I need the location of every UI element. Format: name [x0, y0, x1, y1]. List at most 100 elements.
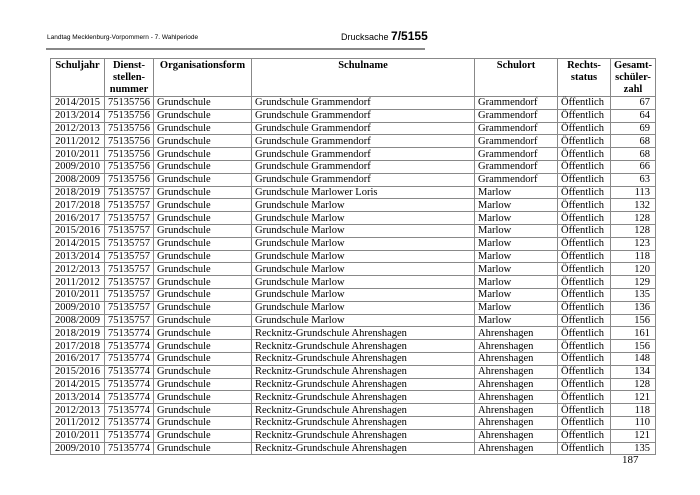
cell-organisationsform: Grundschule — [153, 377, 252, 392]
table-row: 2012/2013 75135774 Grundschule Recknitz-Gru… — [50, 403, 656, 417]
table-row: 2011/2012 75135756 Grundschule Grundschule … — [50, 134, 656, 149]
column-header-gesamtschuelerzahl: Gesamt-schüler-zahl — [610, 58, 656, 97]
drucksache-number: 7/5155 — [391, 29, 428, 43]
table-row: 2012/2013 75135757 Grundschule Grundschule … — [50, 262, 656, 277]
table-row: 2010/2011 75135774 Grundschule Recknitz-Gru… — [50, 428, 656, 443]
table-row: 2016/2017 75135774 Grundschule Recknitz-Gru… — [50, 351, 656, 366]
cell-dienststellennummer: 75135756 — [104, 147, 154, 161]
table-row: 2009/2010 75135756 Grundschule Grundschule … — [50, 159, 656, 174]
cell-dienststellennummer: 75135774 — [104, 390, 154, 405]
cell-organisationsform: Grundschule — [153, 121, 252, 136]
cell-dienststellennummer: 75135757 — [104, 275, 154, 289]
cell-rechtsstatus: Öffentlich — [557, 198, 611, 213]
cell-schuljahr: 2010/2011 — [50, 428, 105, 443]
cell-organisationsform: Grundschule — [153, 223, 252, 238]
table-row: 2014/2015 75135757 Grundschule Grundschule … — [50, 236, 656, 251]
header-rule — [46, 48, 425, 50]
cell-dienststellennummer: 75135756 — [104, 134, 154, 149]
table-row: 2017/2018 75135774 Grundschule Recknitz-Gru… — [50, 339, 656, 353]
cell-schuljahr: 2014/2015 — [50, 236, 105, 251]
cell-gesamtschuelerzahl: 66 — [610, 159, 656, 174]
cell-schulname: Grundschule Marlow — [251, 211, 475, 225]
cell-dienststellennummer: 75135757 — [104, 287, 154, 302]
cell-schulname: Grundschule Grammendorf — [251, 147, 475, 161]
cell-gesamtschuelerzahl: 68 — [610, 147, 656, 161]
cell-gesamtschuelerzahl: 129 — [610, 275, 656, 289]
cell-rechtsstatus: Öffentlich — [557, 262, 611, 277]
cell-schulort: Ahrenshagen — [474, 326, 558, 341]
cell-schulort: Grammendorf — [474, 159, 558, 174]
cell-dienststellennummer: 75135756 — [104, 96, 154, 110]
column-header-rechtsstatus: Rechts-status — [557, 58, 611, 97]
cell-organisationsform: Grundschule — [153, 172, 252, 187]
cell-schuljahr: 2009/2010 — [50, 300, 105, 315]
table-row: 2010/2011 75135757 Grundschule Grundschule … — [50, 287, 656, 302]
cell-dienststellennummer: 75135757 — [104, 185, 154, 200]
cell-organisationsform: Grundschule — [153, 313, 252, 328]
cell-schulort: Marlow — [474, 249, 558, 264]
cell-dienststellennummer: 75135757 — [104, 249, 154, 264]
cell-rechtsstatus: Öffentlich — [557, 236, 611, 251]
column-header-dienststellennummer: Dienst-stellen-nummer — [104, 58, 154, 97]
cell-organisationsform: Grundschule — [153, 211, 252, 225]
cell-dienststellennummer: 75135757 — [104, 300, 154, 315]
cell-dienststellennummer: 75135774 — [104, 326, 154, 341]
cell-schulname: Grundschule Marlower Loris — [251, 185, 475, 200]
cell-gesamtschuelerzahl: 123 — [610, 236, 656, 251]
cell-schuljahr: 2014/2015 — [50, 377, 105, 392]
cell-schuljahr: 2012/2013 — [50, 262, 105, 277]
school-table: Schuljahr Dienst-stellen-nummer Organisati… — [50, 58, 656, 456]
cell-schulort: Marlow — [474, 185, 558, 200]
cell-organisationsform: Grundschule — [153, 415, 252, 430]
cell-rechtsstatus: Öffentlich — [557, 147, 611, 161]
table-row: 2013/2014 75135757 Grundschule Grundschule … — [50, 249, 656, 264]
cell-organisationsform: Grundschule — [153, 428, 252, 443]
cell-schulort: Grammendorf — [474, 96, 558, 110]
cell-schuljahr: 2009/2010 — [50, 159, 105, 174]
cell-rechtsstatus: Öffentlich — [557, 326, 611, 341]
cell-schulname: Recknitz-Grundschule Ahrenshagen — [251, 364, 475, 379]
cell-gesamtschuelerzahl: 148 — [610, 351, 656, 366]
cell-schuljahr: 2013/2014 — [50, 249, 105, 264]
cell-dienststellennummer: 75135774 — [104, 364, 154, 379]
cell-organisationsform: Grundschule — [153, 147, 252, 161]
cell-schulname: Recknitz-Grundschule Ahrenshagen — [251, 377, 475, 392]
cell-schulname: Recknitz-Grundschule Ahrenshagen — [251, 403, 475, 417]
cell-gesamtschuelerzahl: 132 — [610, 198, 656, 213]
cell-rechtsstatus: Öffentlich — [557, 223, 611, 238]
cell-schuljahr: 2018/2019 — [50, 185, 105, 200]
cell-organisationsform: Grundschule — [153, 326, 252, 341]
cell-schulort: Ahrenshagen — [474, 441, 558, 456]
cell-dienststellennummer: 75135757 — [104, 198, 154, 213]
cell-schulname: Grundschule Grammendorf — [251, 134, 475, 149]
cell-schulname: Recknitz-Grundschule Ahrenshagen — [251, 326, 475, 341]
cell-schulname: Recknitz-Grundschule Ahrenshagen — [251, 339, 475, 353]
table-header-row: Schuljahr Dienst-stellen-nummer Organisati… — [50, 58, 656, 97]
cell-schulort: Grammendorf — [474, 134, 558, 149]
cell-schuljahr: 2012/2013 — [50, 403, 105, 417]
cell-schulname: Grundschule Marlow — [251, 262, 475, 277]
cell-schulort: Marlow — [474, 313, 558, 328]
cell-schulort: Ahrenshagen — [474, 415, 558, 430]
cell-schulort: Ahrenshagen — [474, 390, 558, 405]
cell-schuljahr: 2010/2011 — [50, 287, 105, 302]
cell-rechtsstatus: Öffentlich — [557, 134, 611, 149]
cell-rechtsstatus: Öffentlich — [557, 339, 611, 353]
cell-organisationsform: Grundschule — [153, 96, 252, 110]
header-parliament: Landtag Mecklenburg-Vorpommern - 7. Wahl… — [47, 34, 199, 41]
column-header-schulname: Schulname — [251, 58, 475, 97]
cell-dienststellennummer: 75135756 — [104, 121, 154, 136]
cell-gesamtschuelerzahl: 161 — [610, 326, 656, 341]
cell-rechtsstatus: Öffentlich — [557, 96, 611, 110]
cell-schulort: Grammendorf — [474, 147, 558, 161]
cell-gesamtschuelerzahl: 63 — [610, 172, 656, 187]
cell-schulname: Grundschule Marlow — [251, 287, 475, 302]
cell-dienststellennummer: 75135756 — [104, 159, 154, 174]
table-row: 2010/2011 75135756 Grundschule Grundschule … — [50, 147, 656, 161]
cell-schuljahr: 2014/2015 — [50, 96, 105, 110]
cell-schulname: Grundschule Marlow — [251, 223, 475, 238]
table-row: 2016/2017 75135757 Grundschule Grundschule … — [50, 211, 656, 225]
cell-gesamtschuelerzahl: 120 — [610, 262, 656, 277]
cell-rechtsstatus: Öffentlich — [557, 159, 611, 174]
table-row: 2009/2010 75135774 Grundschule Recknitz-Gru… — [50, 441, 656, 456]
